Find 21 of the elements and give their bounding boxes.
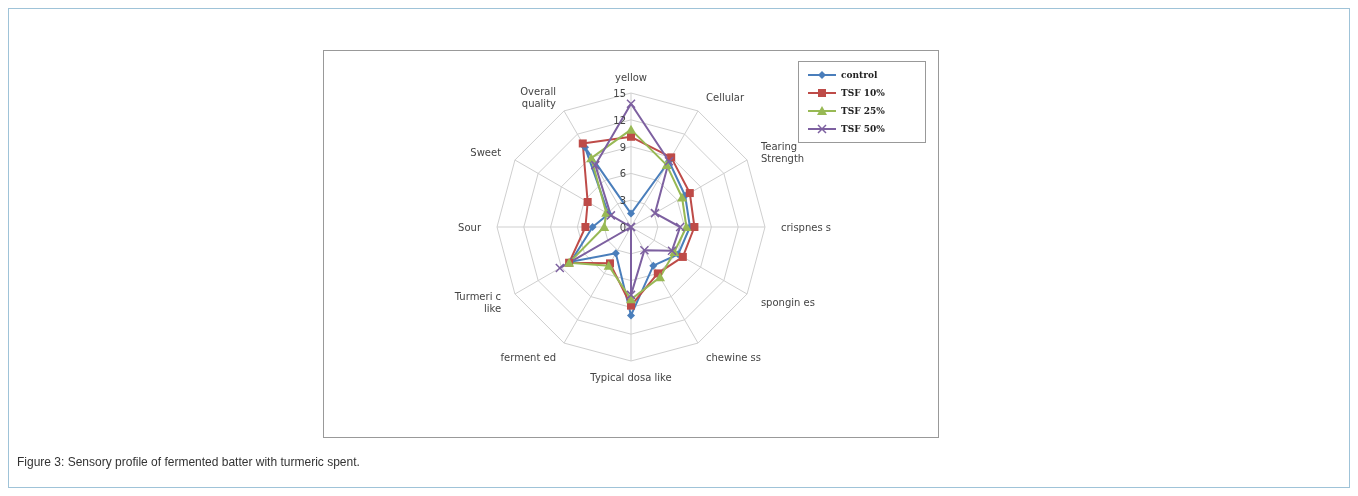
spoke-label: Turmeri c like — [453, 291, 502, 314]
spoke-label: yellow — [615, 72, 647, 83]
spoke-label: Overall quality — [520, 86, 557, 110]
legend-label: TSF 10% — [841, 88, 885, 98]
spoke-label: Cellular — [706, 92, 745, 104]
y-tick-label: 9 — [619, 141, 626, 153]
spoke-label: Typical dosa like — [589, 372, 672, 383]
spoke-label: chewine ss — [706, 351, 762, 363]
y-tick-label: 0 — [619, 222, 626, 233]
spoke-label: crispnes s — [781, 222, 832, 233]
spoke-label: Tearing Strength — [759, 141, 805, 164]
legend-label: TSF 25% — [841, 106, 885, 116]
spoke-label: Sweet — [470, 147, 502, 158]
spoke-label: spongin es — [760, 297, 815, 308]
legend-label: control — [841, 70, 878, 80]
legend-label: TSF 50% — [841, 124, 885, 134]
y-tick-label: 15 — [613, 88, 626, 99]
spoke-label: ferment ed — [500, 351, 556, 363]
caption: Figure 3: Sensory profile of fermented batter with turmeric spent. — [17, 455, 360, 469]
y-tick-label: 6 — [619, 168, 626, 180]
spoke-label: Sour — [458, 222, 482, 233]
